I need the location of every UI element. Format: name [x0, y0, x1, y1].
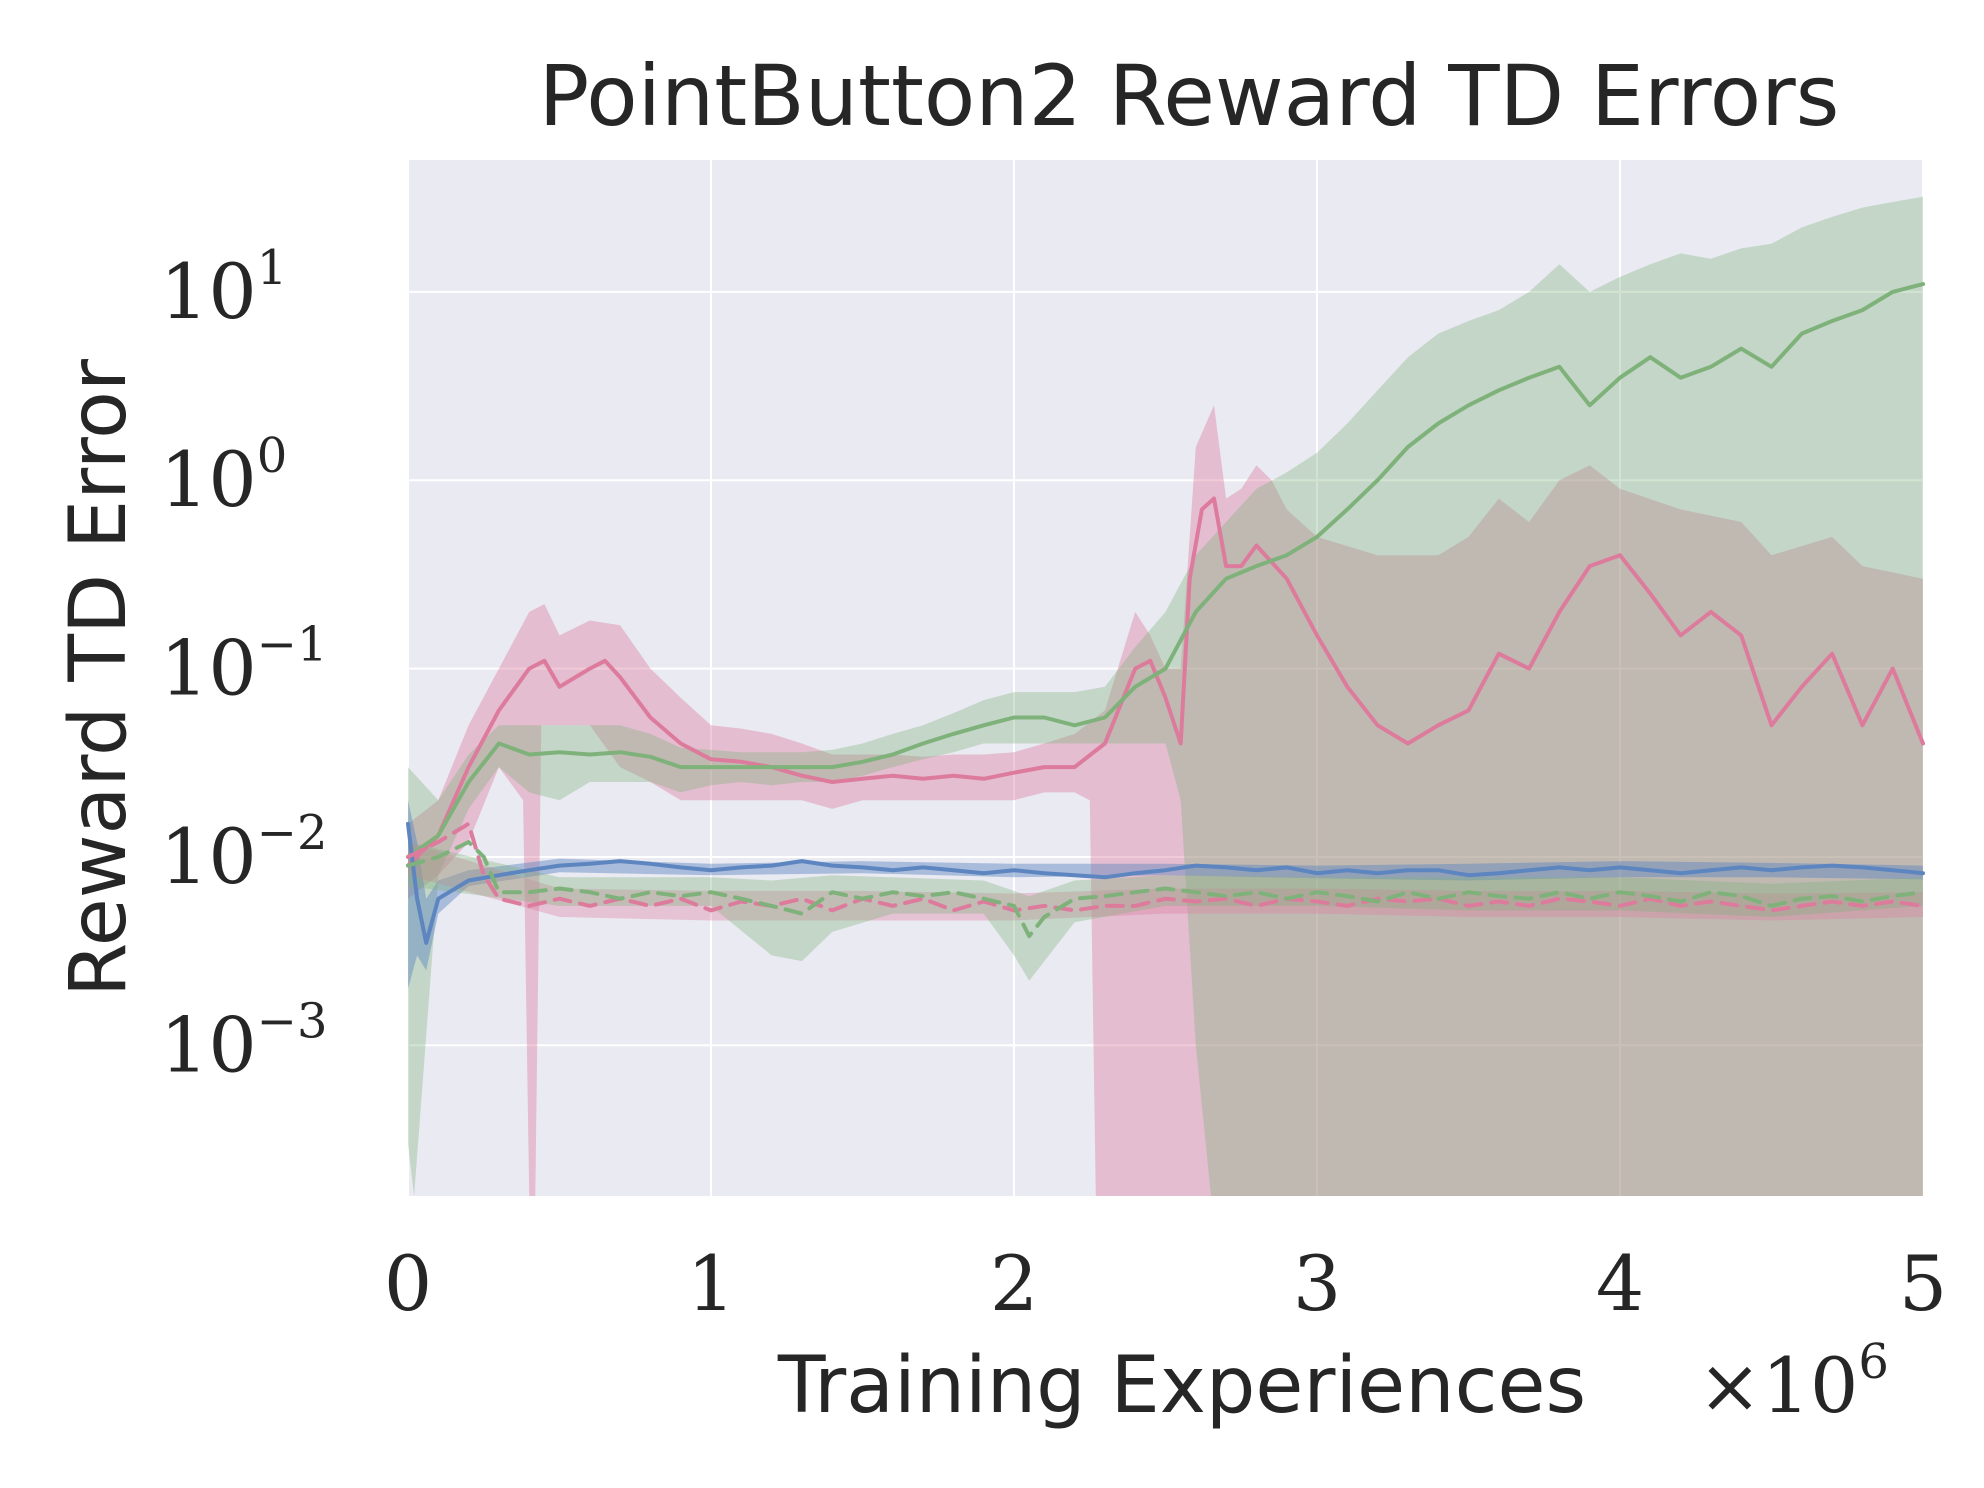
- x-tick-label-2: 2: [990, 1239, 1038, 1328]
- x-multiplier-base: ×10: [1698, 1341, 1858, 1430]
- series-line-0: [406, 496, 1925, 868]
- y-axis-label: Reward TD Error: [54, 358, 144, 997]
- x-multiplier-label: ×106: [1698, 1334, 1889, 1430]
- y-tick-label-2: 10−1: [160, 617, 327, 713]
- y-tick-base: 10: [160, 435, 257, 524]
- y-tick-base: 10: [160, 812, 257, 901]
- x-tick-label-4: 4: [1596, 1239, 1644, 1328]
- y-tick-label-3: 10−2: [160, 805, 327, 901]
- y-tick-label-4: 10−3: [160, 993, 327, 1089]
- series-line-4: [406, 840, 1925, 939]
- x-multiplier-exponent: 6: [1858, 1334, 1889, 1390]
- series-line-3: [406, 821, 1925, 913]
- confidence-band-0: [408, 405, 1923, 1196]
- y-tick-exponent: 1: [257, 240, 288, 296]
- x-tick-label-1: 1: [687, 1239, 735, 1328]
- y-tick-exponent: −2: [257, 805, 328, 861]
- y-tick-label-1: 100: [160, 428, 287, 524]
- x-tick-labels: 0 1 2 3 4 5: [384, 1239, 1947, 1328]
- y-tick-base: 10: [160, 247, 257, 336]
- x-tick-label-5: 5: [1899, 1239, 1947, 1328]
- y-tick-base: 10: [160, 624, 257, 713]
- chart-title: PointButton2 Reward TD Errors: [539, 47, 1840, 145]
- grid-lines: [407, 160, 1924, 1196]
- x-axis-label: Training Experiences: [777, 1341, 1586, 1431]
- y-tick-exponent: −3: [257, 993, 328, 1049]
- y-tick-exponent: 0: [257, 428, 288, 484]
- y-tick-exponent: −1: [257, 617, 328, 673]
- series-line-1: [406, 282, 1925, 859]
- plot-area: [408, 160, 1923, 1196]
- series-line-2: [406, 821, 1925, 945]
- y-tick-base: 10: [160, 1000, 257, 1089]
- series-lines: [406, 282, 1925, 945]
- confidence-band-4: [408, 842, 1923, 981]
- x-tick-label-0: 0: [384, 1239, 432, 1328]
- y-tick-label-0: 101: [160, 240, 287, 336]
- x-tick-label-3: 3: [1293, 1239, 1341, 1328]
